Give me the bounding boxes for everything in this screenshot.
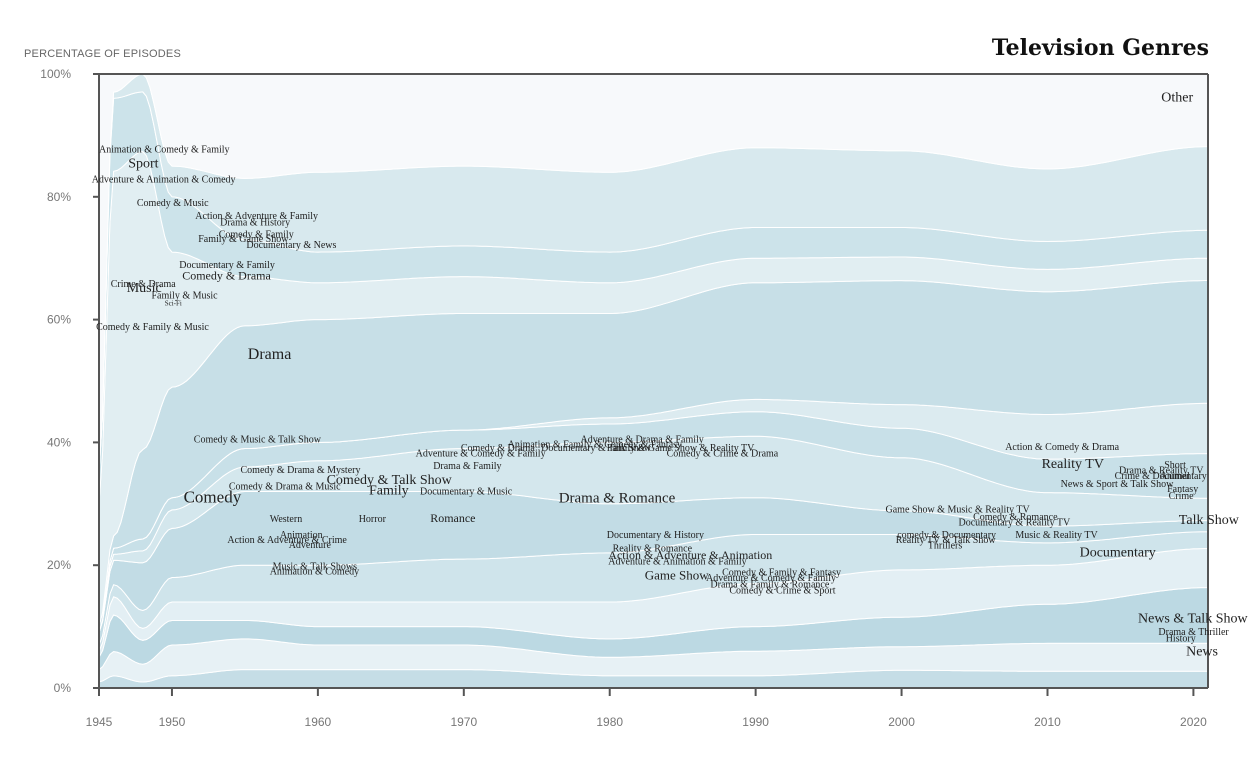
stream-label: Drama & History: [220, 218, 290, 229]
stream-label: Documentary & Family: [179, 260, 275, 271]
stream-label: Comedy: [184, 488, 242, 507]
stream-label: Comedy & Music: [137, 198, 209, 209]
stream-label: Talk Show: [1179, 513, 1240, 528]
stream-label: Comedy & Crime & Drama: [667, 449, 779, 460]
stream-label: Family: [369, 484, 409, 499]
plot-frame: [98, 73, 1209, 689]
x-tick-label: 1960: [305, 715, 332, 729]
stream-label: Music & Talk Shows: [273, 562, 358, 573]
stream-label: Animation: [280, 530, 323, 541]
y-axis-ticks: 0% 20% 40% 60% 80% 100%: [40, 67, 99, 695]
stream-label: History: [1166, 633, 1196, 644]
stream-label: Reality TV & Talk Show: [896, 535, 997, 546]
stream-label: Drama & Family: [433, 461, 501, 472]
stream-label: Animation & Comedy & Family: [99, 145, 230, 156]
stream-label: Action & Adventure & Animation: [608, 548, 772, 562]
stream-label: Animation & Family & Comedy & Fantasy: [508, 439, 682, 450]
y-tick-label: 80%: [47, 190, 71, 204]
stream-label: Adventure & Comedy & Family: [706, 573, 836, 584]
x-tick-label: 1990: [742, 715, 769, 729]
stream-label: News: [1186, 645, 1218, 660]
stream-label: Short: [1164, 460, 1186, 471]
x-tick-label: 1980: [596, 715, 623, 729]
x-tick-label: 2010: [1034, 715, 1061, 729]
stream-label: Comedy & Drama: [461, 443, 535, 454]
stream-label: Documentary & News: [246, 240, 336, 251]
stream-label: Action & Adventure & Crime: [227, 535, 347, 546]
stream-label: Documentary & History: [607, 530, 704, 541]
stream-label: Reality & Romance: [613, 544, 693, 555]
stream-label: Comedy & Romance: [973, 512, 1058, 523]
stream-label: Thrillers: [928, 541, 963, 552]
stream-label: Family & Game Show & Reality TV: [607, 443, 755, 454]
stream-label: Comedy & Drama & Mystery: [241, 465, 361, 476]
chart-title: Television Genres: [992, 35, 1209, 61]
y-tick-label: 20%: [47, 558, 71, 572]
x-axis-ticks: 1945 1950 1960 1970 1980 1990 2000 2010 2020: [86, 688, 1207, 729]
stream-label: Fantasy: [1167, 484, 1198, 495]
x-tick-label: 1950: [159, 715, 186, 729]
stream-layers: [98, 73, 1209, 689]
x-tick-label: 1970: [450, 715, 477, 729]
stream-label: News & Talk Shows: [1138, 611, 1248, 626]
y-axis-label: PERCENTAGE OF EPISODES: [24, 48, 181, 60]
stream-label: Comedy & Drama: [182, 269, 271, 283]
stream-label: Horror: [359, 514, 387, 525]
stream-label: Crime & Documentary: [1115, 471, 1207, 482]
stream-label: Comedy & Family & Music: [96, 322, 209, 333]
stream-label: Adventure & Drama & Family: [581, 434, 704, 445]
stream-label: Music & Reality TV: [1015, 530, 1098, 541]
stream-label: Documentary & Music: [420, 487, 513, 498]
stream-label: Adventure & Animation & Family: [608, 557, 746, 568]
stream-label: Romance: [430, 511, 475, 525]
stream-label: Comedy & Crime & Sport: [729, 585, 835, 596]
stream-label: Comedy & Drama & Music: [229, 482, 341, 493]
stream-label: Documentary: [1080, 546, 1156, 561]
stream-label: News & Sport & Talk Show: [1061, 479, 1175, 490]
stream-label: Crime: [1169, 491, 1195, 502]
stream-label: Adventure: [289, 540, 332, 551]
stream-label: Game Show & Music & Reality TV: [886, 504, 1031, 515]
stream-label: Animation & Comedy: [270, 566, 359, 577]
stream-label: Comedy & Family: [219, 229, 294, 240]
stream-label: Documentary & Talk Show: [541, 443, 652, 454]
y-tick-label: 0%: [54, 681, 72, 695]
stream-label: Action & Comedy & Drama: [1005, 442, 1119, 453]
stream-label: Family & Game Show: [198, 234, 289, 245]
stream-label: Adventure & Comedy & Family: [416, 449, 546, 460]
stream-label: Family & Music: [152, 291, 219, 302]
stream-label: Documentary & Reality TV: [959, 517, 1072, 528]
stream-label: Reality TV: [1042, 457, 1104, 472]
y-tick-label: 100%: [40, 67, 71, 81]
stream-label: Sport: [128, 156, 158, 171]
stream-label: Drama & Romance: [559, 491, 676, 507]
stream-label: Sci-Fi: [165, 300, 182, 308]
stream-label: Drama: [248, 346, 292, 363]
stream-label: Drama & Reality TV: [1119, 466, 1204, 477]
y-tick-label: 40%: [47, 435, 71, 449]
x-tick-label: 2020: [1180, 715, 1207, 729]
stream-label: Western: [270, 514, 303, 525]
stream-label: Comedy & Music & Talk Show: [194, 434, 322, 445]
stream-label: Drama & Thriller: [1158, 627, 1229, 638]
stream-label: Action & Adventure & Family: [195, 211, 318, 222]
stream-label: Animal: [1160, 471, 1190, 482]
x-tick-label: 2000: [888, 715, 915, 729]
stream-label: Comedy & Family & Fantasy: [722, 568, 841, 579]
stream-label: Game Show: [645, 567, 710, 582]
stream-label: Adventure & Animation & Comedy: [92, 175, 236, 186]
y-tick-label: 60%: [47, 313, 71, 327]
stream-label: Drama & Family & Romance: [710, 579, 829, 590]
stream-label: comedy & Documentary: [897, 530, 996, 541]
stream-label: Other: [1161, 91, 1193, 106]
stream-label: Music: [127, 281, 162, 296]
stream-label: Comedy & Talk Show: [327, 473, 453, 488]
x-tick-label: 1945: [86, 715, 113, 729]
stream-label: Crime & Drama: [111, 279, 177, 290]
